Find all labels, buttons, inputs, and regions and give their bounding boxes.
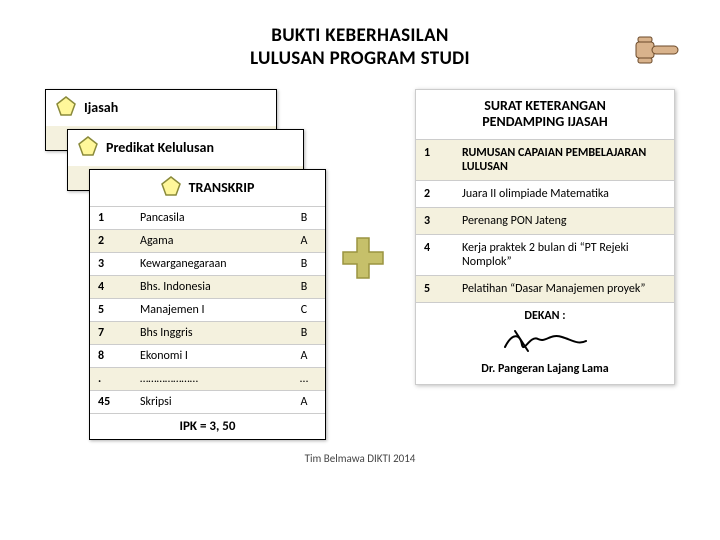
table-row: .…………………… bbox=[90, 367, 325, 390]
table-row: 4Bhs. IndonesiaB bbox=[90, 275, 325, 298]
transkrip-title: TRANSKRIP bbox=[189, 179, 255, 196]
skpi-card: SURAT KETERANGAN PENDAMPING IJASAH 1RUMU… bbox=[415, 89, 675, 386]
table-row: 5Manajemen IC bbox=[90, 298, 325, 321]
ipk-row: IPK = 3, 50 bbox=[90, 413, 325, 439]
pentagon-icon bbox=[161, 176, 181, 200]
table-row: 3KewarganegaraanB bbox=[90, 252, 325, 275]
skpi-table: 1RUMUSAN CAPAIAN PEMBELAJARAN LULUSAN 2J… bbox=[416, 140, 674, 303]
right-column: SURAT KETERANGAN PENDAMPING IJASAH 1RUMU… bbox=[415, 89, 675, 440]
table-row: 3Perenang PON Jateng bbox=[416, 208, 674, 235]
predikat-label: Predikat Kelulusan bbox=[106, 139, 214, 156]
table-row: 1RUMUSAN CAPAIAN PEMBELAJARAN LULUSAN bbox=[416, 140, 674, 181]
dekan-block: DEKAN : Dr. Pangeran Lajang Lama bbox=[416, 303, 674, 384]
title-line-2: LULUSAN PROGRAM STUDI bbox=[250, 47, 470, 70]
table-row: 8Ekonomi IA bbox=[90, 344, 325, 367]
dekan-label: DEKAN : bbox=[420, 309, 670, 323]
pentagon-icon bbox=[78, 136, 98, 160]
table-row: 2Juara II olimpiade Matematika bbox=[416, 181, 674, 208]
table-row: 7Bhs InggrisB bbox=[90, 321, 325, 344]
left-column: Ijasah Predikat Kelulusan TRANSKRIP 1Pan… bbox=[45, 89, 325, 440]
pointing-hand-icon bbox=[634, 32, 682, 75]
dekan-name: Dr. Pangeran Lajang Lama bbox=[420, 362, 670, 376]
skpi-title: SURAT KETERANGAN PENDAMPING IJASAH bbox=[416, 90, 674, 141]
title-line-1: BUKTI KEBERHASILAN bbox=[271, 24, 449, 47]
pentagon-icon bbox=[56, 96, 76, 120]
table-row: 45SkripsiA bbox=[90, 390, 325, 413]
table-row: 5Pelatihan “Dasar Manajemen proyek” bbox=[416, 276, 674, 303]
table-row: 4Kerja praktek 2 bulan di “PT Rejeki Nom… bbox=[416, 235, 674, 276]
ijasah-label: Ijasah bbox=[84, 99, 118, 116]
transkrip-card: TRANSKRIP 1PancasilaB 2AgamaA 3Kewargane… bbox=[89, 169, 326, 440]
signature-icon bbox=[500, 325, 590, 355]
table-row: 2AgamaA bbox=[90, 229, 325, 252]
page-title: BUKTI KEBERHASILAN LULUSAN PROGRAM STUDI bbox=[45, 25, 675, 71]
transkrip-table: 1PancasilaB 2AgamaA 3KewarganegaraanB 4B… bbox=[90, 206, 325, 413]
footer-text: Tim Belmawa DIKTI 2014 bbox=[45, 452, 675, 465]
table-row: 1PancasilaB bbox=[90, 206, 325, 229]
plus-icon bbox=[340, 235, 386, 286]
